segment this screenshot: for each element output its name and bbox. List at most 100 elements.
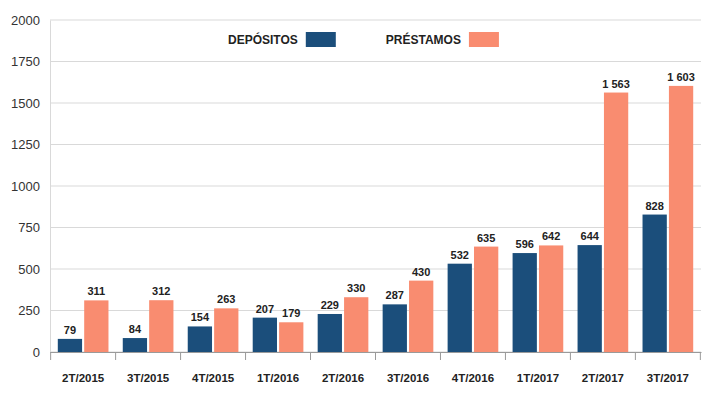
x-tick-label: 4T/2016: [452, 372, 494, 384]
bar: [604, 93, 628, 352]
y-tick-label: 500: [18, 262, 40, 277]
grid-line: [50, 144, 701, 145]
y-tick-label: 250: [18, 303, 40, 318]
y-axis-line: [50, 21, 51, 353]
data-label: 430: [412, 266, 430, 278]
x-separator: [180, 352, 181, 360]
x-tick-label: 2T/2016: [322, 372, 364, 384]
y-tick: 0: [33, 345, 50, 360]
bar: [188, 326, 212, 352]
y-tick-label: 1750: [11, 54, 40, 69]
x-tick: 4T/2015: [192, 352, 235, 384]
bar: [279, 322, 303, 352]
y-tick-label: 1250: [11, 137, 40, 152]
data-label: 311: [87, 285, 105, 297]
bar: [58, 339, 82, 352]
data-labels: 7984154207229287532596644828311312263179…: [64, 71, 695, 336]
data-label: 154: [191, 311, 210, 323]
grid-line: [50, 310, 701, 311]
x-tick: 3T/2016: [387, 352, 429, 384]
bar: [149, 300, 173, 352]
data-label: 287: [386, 289, 404, 301]
x-separator: [505, 352, 506, 360]
x-separator: [635, 352, 636, 360]
grid-line: [50, 103, 701, 104]
x-tick-label: 1T/2016: [257, 372, 299, 384]
data-label: 635: [477, 232, 495, 244]
legend-item: PRÉSTAMOS: [386, 32, 499, 47]
data-label: 207: [256, 303, 274, 315]
x-tick: 2T/2016: [322, 352, 364, 384]
x-separator: [50, 352, 51, 360]
data-label: 828: [645, 200, 663, 212]
data-label: 84: [129, 323, 142, 335]
y-tick-label: 0: [33, 345, 40, 360]
bar: [474, 247, 498, 352]
bar: [448, 264, 472, 352]
data-label: 532: [451, 249, 469, 261]
x-axis: 2T/2015 3T/2015 4T/2015 1T/2016 2T/2016 3T/20…: [51, 352, 702, 384]
data-label: 642: [542, 230, 560, 242]
x-tick-label: 4T/2015: [192, 372, 235, 384]
y-tick-label: 1500: [11, 96, 40, 111]
bar: [409, 281, 433, 352]
bar: [214, 308, 238, 352]
y-tick-label: 750: [18, 220, 40, 235]
x-separator: [570, 352, 571, 360]
legend-label: DEPÓSITOS: [228, 32, 298, 47]
data-label: 263: [217, 293, 235, 305]
data-label: 1 563: [602, 78, 630, 90]
x-tick: 1T/2017: [517, 352, 559, 384]
x-tick-label: 3T/2017: [647, 372, 689, 384]
bar: [123, 338, 147, 352]
bar: [253, 318, 277, 352]
x-separator: [440, 352, 441, 360]
y-tick: 750: [18, 220, 50, 235]
bar: [344, 297, 368, 352]
x-tick-label: 3T/2016: [387, 372, 429, 384]
data-label: 1 603: [667, 71, 695, 83]
grid-line: [50, 20, 701, 21]
bar: [643, 215, 667, 352]
data-label: 312: [152, 285, 170, 297]
data-label: 79: [64, 324, 76, 336]
x-separator: [700, 352, 701, 360]
bar: [669, 86, 693, 352]
bar: [539, 245, 563, 352]
legend: DEPÓSITOS PRÉSTAMOS: [228, 32, 499, 47]
x-separator: [115, 352, 116, 360]
data-label: 596: [516, 238, 534, 250]
chart: 0 250 500 750 1000 1250 1500 1750 2000 2T/2015 3T/…: [0, 0, 709, 402]
bar: [84, 300, 108, 352]
x-separator: [310, 352, 311, 360]
data-label: 330: [347, 282, 365, 294]
x-separator: [375, 352, 376, 360]
x-tick: 2T/2017: [582, 352, 624, 384]
x-separator: [245, 352, 246, 360]
legend-swatch: [469, 32, 499, 47]
x-tick: 2T/2015: [62, 352, 105, 384]
y-tick-label: 2000: [11, 13, 40, 28]
bar: [578, 245, 602, 352]
data-label: 179: [282, 307, 300, 319]
bars: [58, 86, 693, 352]
bar: [318, 314, 342, 352]
grid-line: [50, 61, 701, 62]
y-tick: 1000: [11, 179, 50, 194]
bar: [383, 304, 407, 352]
y-tick: 1500: [11, 96, 50, 111]
x-tick-label: 3T/2015: [127, 372, 170, 384]
grid-line: [50, 269, 701, 270]
x-tick: 1T/2016: [257, 352, 299, 384]
grid-line: [50, 186, 701, 187]
y-tick: 1750: [11, 54, 50, 69]
y-axis: 0 250 500 750 1000 1250 1500 1750 2000: [11, 13, 50, 360]
grid: [50, 20, 701, 352]
data-label: 229: [321, 299, 339, 311]
y-tick: 250: [18, 303, 50, 318]
x-tick-label: 2T/2015: [62, 372, 105, 384]
bar: [513, 253, 537, 352]
grid-line: [50, 227, 701, 228]
legend-item: DEPÓSITOS: [228, 32, 336, 47]
x-tick: 3T/2015: [127, 352, 170, 384]
